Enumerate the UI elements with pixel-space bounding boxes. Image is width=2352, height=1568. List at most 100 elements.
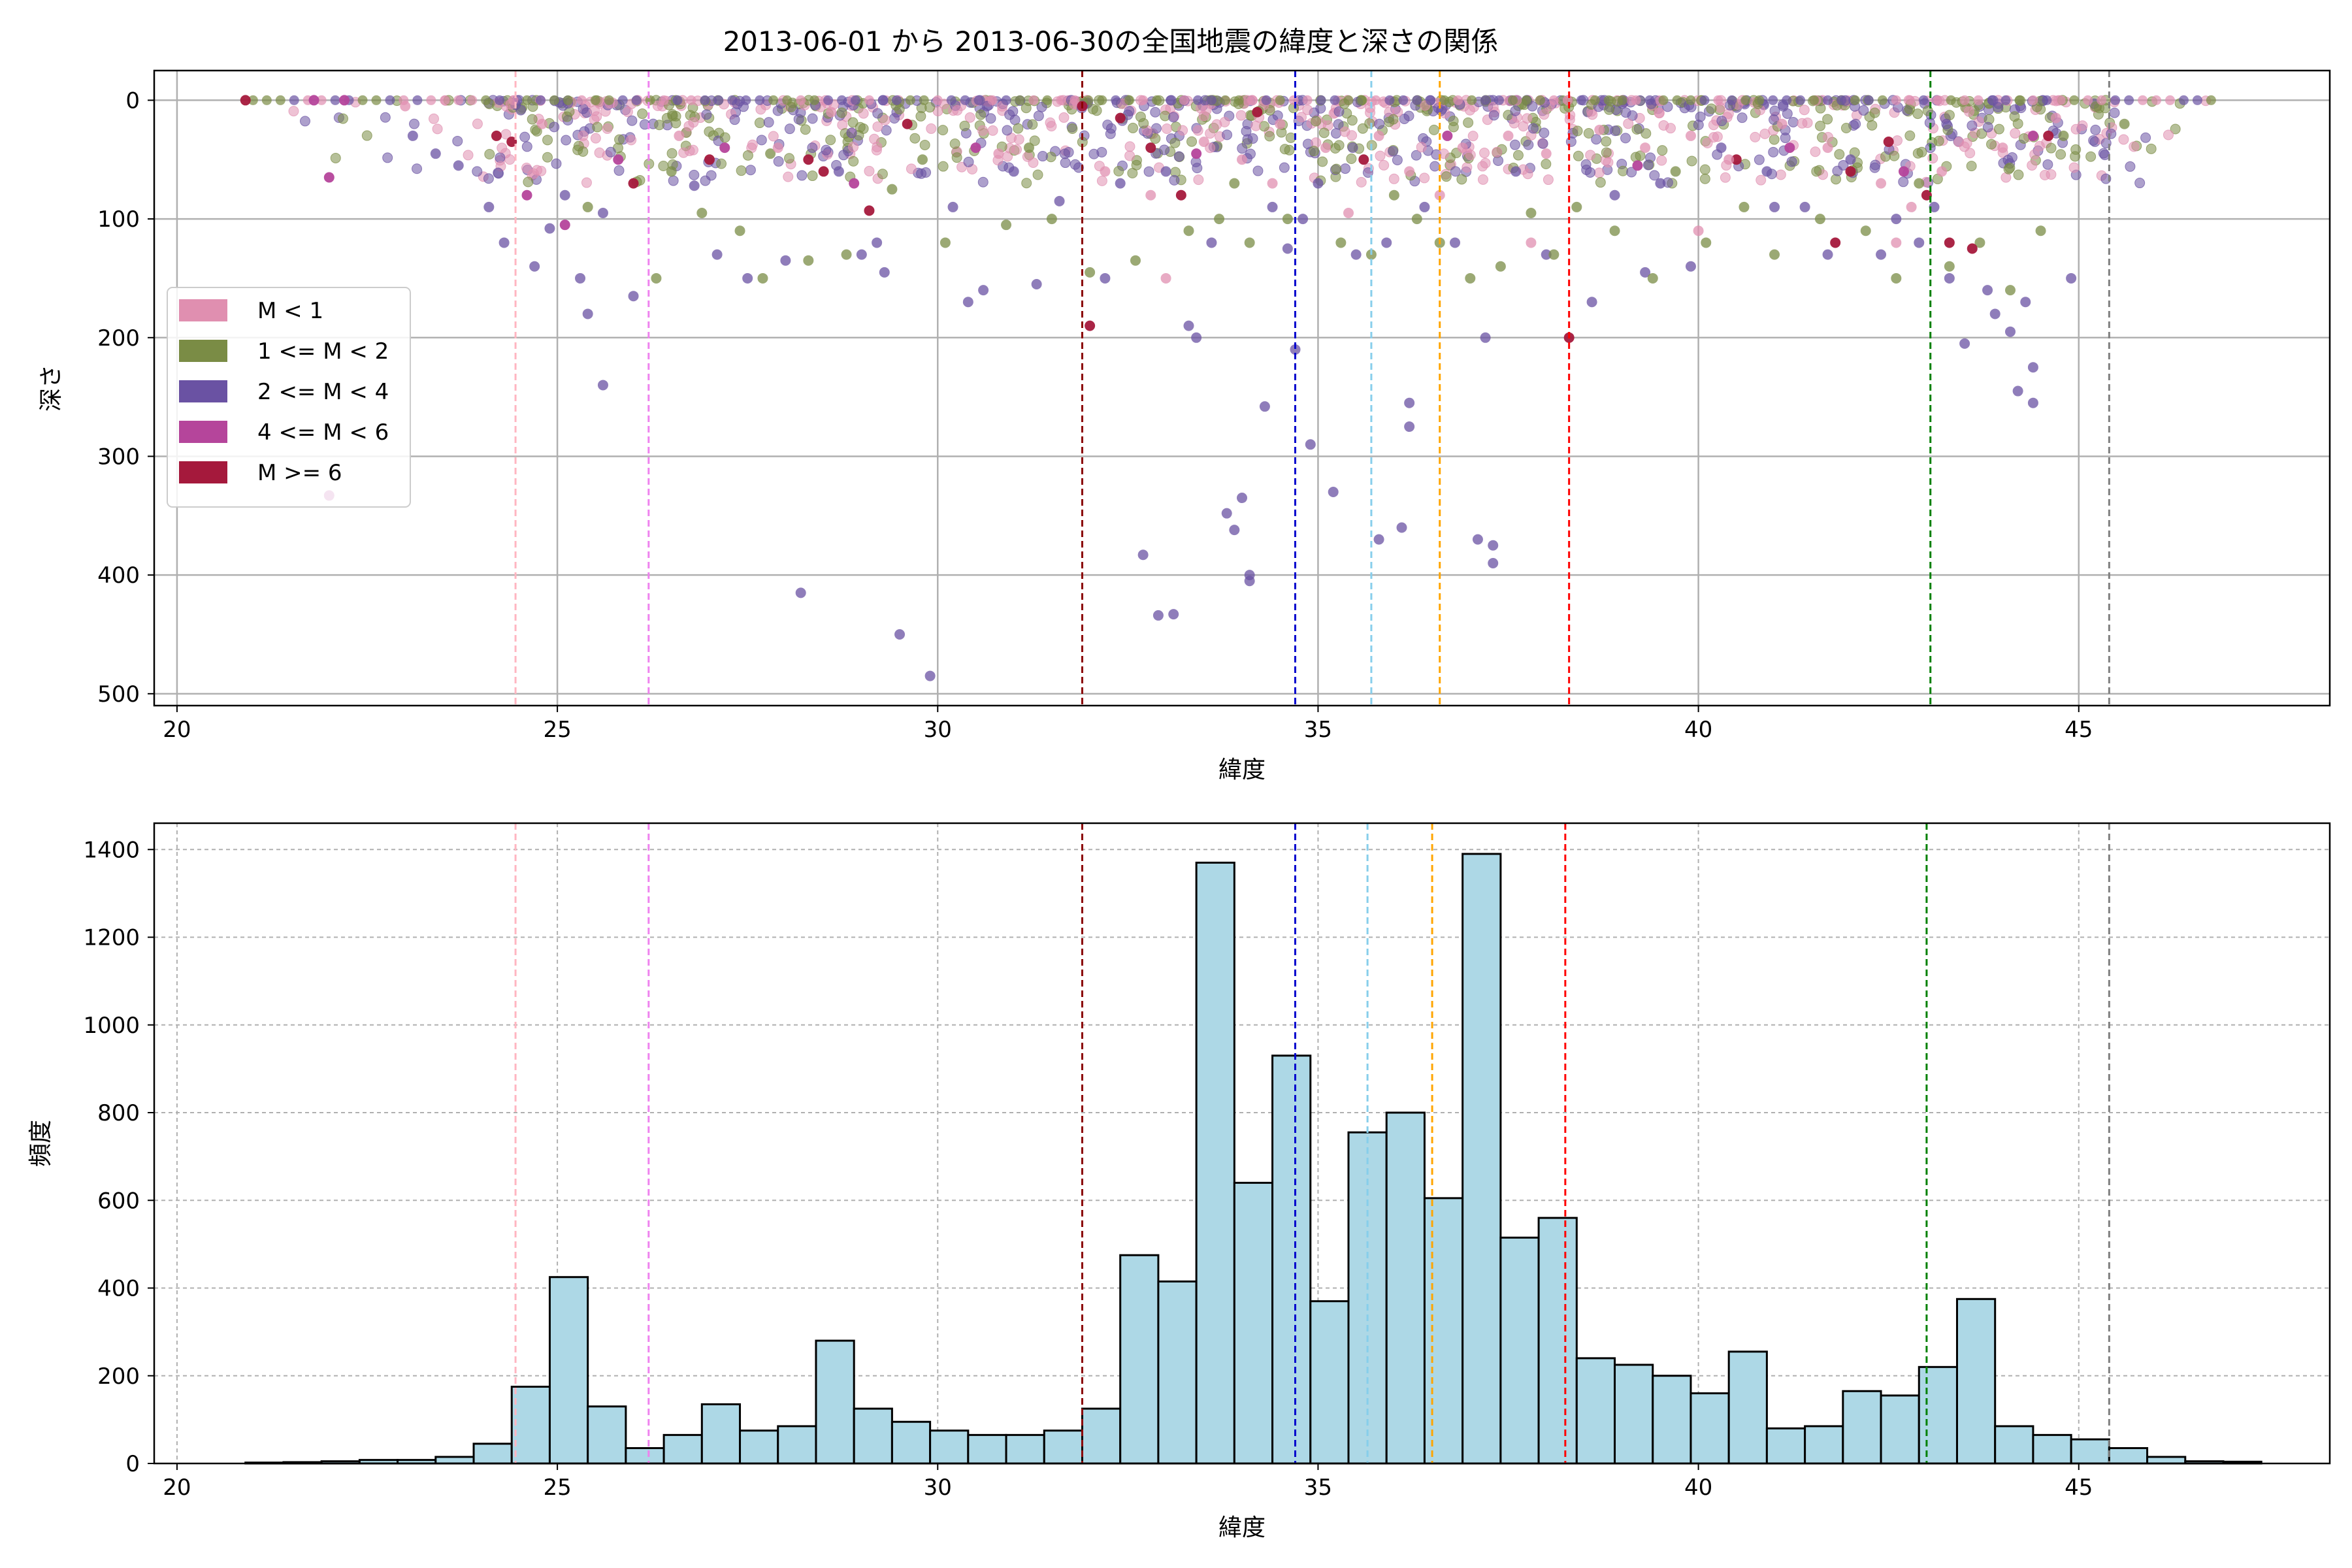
legend-swatch — [179, 421, 227, 443]
histogram-bar — [929, 1429, 970, 1465]
scatter-point — [1442, 130, 1453, 141]
histogram-bar — [472, 1443, 513, 1465]
scatter-point — [1004, 109, 1015, 120]
scatter-x-tick-label: 45 — [2065, 717, 2093, 743]
scatter-point — [1543, 174, 1554, 186]
scatter-point — [1173, 151, 1184, 162]
histogram-bar — [1804, 1425, 1844, 1465]
scatter-point — [1877, 95, 1887, 105]
scatter-point — [1115, 112, 1126, 123]
scatter-point — [1769, 249, 1780, 260]
scatter-point — [1701, 237, 1712, 248]
scatter-point — [796, 95, 806, 105]
histogram-bar — [1271, 1054, 1312, 1465]
scatter-point — [1403, 110, 1414, 122]
scatter-point — [1759, 128, 1771, 139]
scatter-point — [689, 180, 700, 191]
scatter-point — [1672, 95, 1682, 105]
scatter-point — [1860, 225, 1871, 237]
scatter-point — [1206, 95, 1217, 105]
scatter-point — [432, 123, 443, 135]
scatter-point — [483, 201, 495, 212]
scatter-point — [1097, 95, 1107, 105]
scatter-point — [902, 118, 913, 129]
scatter-point — [1699, 95, 1710, 105]
scatter-point — [357, 95, 368, 105]
scatter-point — [855, 122, 866, 133]
scatter-point — [1967, 243, 1978, 254]
scatter-point — [1944, 237, 1955, 248]
scatter-point — [741, 95, 751, 105]
scatter-point — [483, 173, 494, 184]
scatter-point — [872, 121, 883, 132]
scatter-point — [1982, 122, 1993, 133]
scatter-point — [407, 130, 418, 141]
scatter-point — [1822, 114, 1833, 125]
scatter-point — [2068, 162, 2080, 173]
scatter-point — [1993, 102, 2004, 113]
scatter-point — [1193, 174, 1204, 186]
histogram-y-tick-label: 200 — [97, 1364, 140, 1390]
scatter-point — [1590, 95, 1600, 105]
scatter-point — [2178, 95, 2189, 105]
scatter-point — [1508, 95, 1518, 105]
scatter-point — [1318, 127, 1330, 139]
scatter-point — [2163, 129, 2174, 140]
scatter-y-ticks: 0 100 200 300 400 500 — [97, 88, 154, 708]
scatter-point — [686, 95, 696, 105]
scatter-point — [2069, 95, 2080, 105]
scatter-point — [977, 176, 988, 188]
scatter-point — [1448, 116, 1459, 127]
scatter-x-ticks: 20 25 30 35 40 45 — [163, 706, 2093, 743]
scatter-point — [2140, 132, 2151, 143]
scatter-point — [430, 148, 441, 159]
scatter-point — [780, 255, 791, 266]
scatter-point — [590, 133, 601, 144]
scatter-point — [1059, 148, 1070, 159]
scatter-point — [807, 171, 818, 182]
histogram-bar — [1575, 1357, 1616, 1465]
scatter-point — [1290, 344, 1301, 355]
scatter-point — [864, 205, 875, 216]
histogram-bar — [1994, 1425, 2034, 1465]
scatter-point — [1191, 332, 1202, 343]
histogram-bar — [2146, 1456, 2187, 1465]
scatter-point — [782, 95, 792, 105]
scatter-point — [1814, 214, 1825, 225]
scatter-point — [2035, 225, 2046, 237]
scatter-point — [1302, 105, 1313, 116]
scatter-point — [1720, 172, 1731, 183]
scatter-point — [1898, 176, 1909, 188]
scatter-point — [1657, 145, 1668, 156]
scatter-point — [551, 158, 562, 169]
scatter-point — [1562, 95, 1573, 105]
scatter-point — [2012, 118, 2023, 129]
histogram-bar — [1918, 1365, 1958, 1465]
scatter-point — [1740, 95, 1751, 105]
scatter-point — [755, 95, 765, 105]
scatter-point — [453, 95, 464, 105]
scatter-point — [2006, 152, 2017, 163]
scatter-point — [700, 95, 710, 105]
scatter-point — [1021, 103, 1032, 114]
scatter-point — [582, 201, 593, 212]
scatter-point — [905, 95, 915, 105]
scatter-legend: M < 1 1 <= M < 2 2 <= M < 4 4 <= M < 6 M >= … — [167, 287, 411, 508]
scatter-point — [1388, 189, 1399, 201]
scatter-point — [1944, 110, 1955, 121]
scatter-point — [1936, 166, 1948, 177]
scatter-point — [1840, 123, 1852, 134]
scatter-point — [1096, 146, 1107, 157]
scatter-y-tick-label: 400 — [97, 563, 140, 589]
scatter-point — [841, 249, 852, 260]
scatter-y-tick-label: 100 — [97, 206, 140, 233]
scatter-point — [1539, 109, 1550, 120]
scatter-point — [1822, 142, 1833, 154]
scatter-point — [1565, 136, 1576, 147]
scatter-point — [1145, 142, 1156, 154]
scatter-point — [1375, 150, 1386, 161]
scatter-point — [521, 189, 532, 201]
scatter-point — [807, 142, 818, 154]
scatter-point — [2034, 140, 2045, 152]
scatter-point — [1623, 118, 1634, 129]
